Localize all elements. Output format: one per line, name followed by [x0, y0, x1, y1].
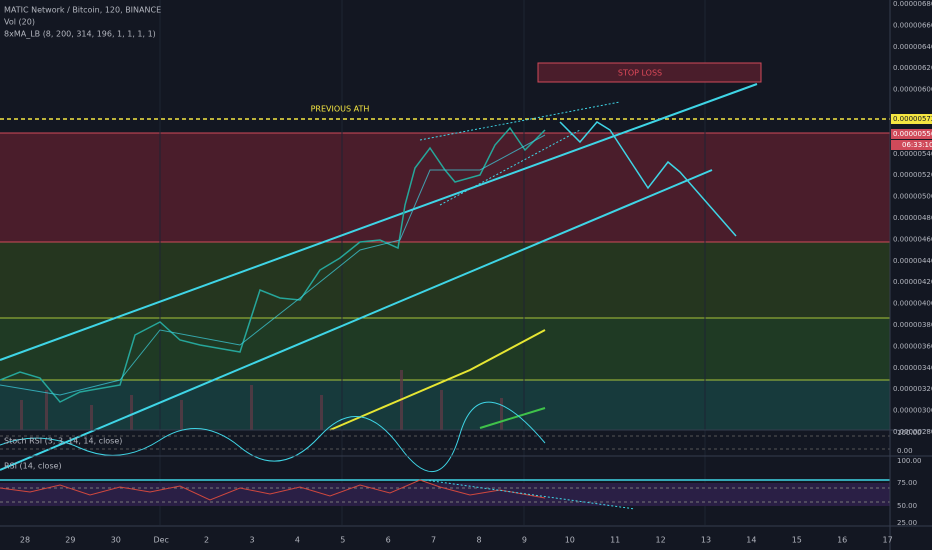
stoch-title: Stoch RSI (3, 3, 14, 14, close) — [4, 437, 122, 446]
last-price-box — [891, 129, 932, 139]
price-tick-label: 0.00000440 — [893, 257, 932, 265]
price-tick-label: 0.00000420 — [893, 278, 932, 286]
time-tick-label: 15 — [792, 536, 802, 545]
price-tick-label: 0.00000320 — [893, 385, 932, 393]
time-tick-label: 29 — [65, 536, 75, 545]
price-tick-label: 0.00000520 — [893, 171, 932, 179]
time-tick-label: 28 — [20, 536, 30, 545]
price-tick-label: 0.00000680 — [893, 0, 932, 8]
red-zone — [0, 133, 890, 242]
green-zone — [0, 242, 890, 318]
ema-line — [0, 134, 546, 396]
rsi-line — [0, 479, 546, 501]
countdown-label: 06:33:10 — [902, 141, 932, 149]
stoch-tick-label: 0.00 — [897, 447, 913, 455]
rsi-divergence — [424, 479, 636, 510]
teal-zone — [0, 380, 890, 430]
time-tick-label: 16 — [837, 536, 847, 545]
time-tick-label: 13 — [701, 536, 711, 545]
price-tick-label: 0.00000300 — [893, 407, 932, 415]
time-tick-label: 5 — [340, 536, 345, 545]
price-tick-label: 0.00000620 — [893, 64, 932, 72]
price-tick-label: 0.00000600 — [893, 86, 932, 94]
wedge-bottom — [439, 129, 581, 206]
time-tick-label: 9 — [522, 536, 527, 545]
rsi-title: RSI (14, close) — [4, 462, 62, 471]
ma-yellow — [329, 329, 546, 431]
time-tick-label: 6 — [386, 536, 391, 545]
channel-lower — [0, 169, 713, 471]
time-tick-label: 7 — [431, 536, 436, 545]
indicator-label: 8xMA_LB (8, 200, 314, 196, 1, 1, 1, 1) — [4, 30, 156, 39]
marker-label: 0.00000572 — [893, 115, 932, 123]
price-tick-label: 0.00000400 — [893, 300, 932, 308]
rsi-tick-label: 50.00 — [897, 502, 917, 510]
time-tick-label: Dec — [153, 536, 168, 545]
price-tick-label: 0.00000280 — [893, 428, 932, 436]
time-tick-label: 3 — [249, 536, 254, 545]
price-tick-label: 0.00000360 — [893, 342, 932, 350]
channel-upper — [0, 83, 758, 361]
price-tick-label: 0.00000480 — [893, 214, 932, 222]
price-tick-label: 0.00000460 — [893, 235, 932, 243]
price-tick-label: 0.00000540 — [893, 150, 932, 158]
time-tick-label: 11 — [610, 536, 620, 545]
price-tick-label: 0.00000640 — [893, 43, 932, 51]
time-tick-label: 12 — [656, 536, 666, 545]
time-tick-label: 2 — [204, 536, 209, 545]
grid — [159, 0, 706, 525]
time-tick-label: 30 — [111, 536, 121, 545]
rsi-band — [0, 483, 890, 506]
stop-loss-box — [537, 62, 762, 83]
wedge-top — [419, 101, 621, 141]
ma-green — [479, 407, 546, 429]
rsi-tick-label: 75.00 — [897, 479, 917, 487]
countdown-box — [891, 140, 932, 150]
price-tick-label: 0.00000500 — [893, 193, 932, 201]
price-line — [0, 126, 546, 403]
symbol-title: MATIC Network / Bitcoin, 120, BINANCE — [4, 6, 161, 15]
time-tick-label: 14 — [746, 536, 756, 545]
volume — [20, 370, 503, 430]
ath-label: PREVIOUS ATH — [311, 105, 370, 114]
rsi-tick-label: 25.00 — [897, 519, 917, 527]
rsi-tick-label: 100.00 — [897, 457, 922, 465]
projection-arrows — [559, 121, 737, 237]
time-tick-label: 17 — [883, 536, 893, 545]
stop-loss-label: STOP LOSS — [618, 69, 662, 78]
marker-box — [891, 114, 932, 124]
price-tick-label: 0.00000660 — [893, 21, 932, 29]
time-tick-label: 4 — [295, 536, 300, 545]
price-tick-label: 0.00000380 — [893, 321, 932, 329]
indicator-label: Vol (20) — [4, 18, 35, 27]
stoch-tick-label: 100.00 — [897, 429, 922, 437]
time-tick-label: 8 — [476, 536, 481, 545]
price-tick-label: 0.00000340 — [893, 364, 932, 372]
last-price-label: 0.00000556 — [893, 130, 932, 138]
green-zone-2 — [0, 318, 890, 380]
time-tick-label: 10 — [565, 536, 575, 545]
